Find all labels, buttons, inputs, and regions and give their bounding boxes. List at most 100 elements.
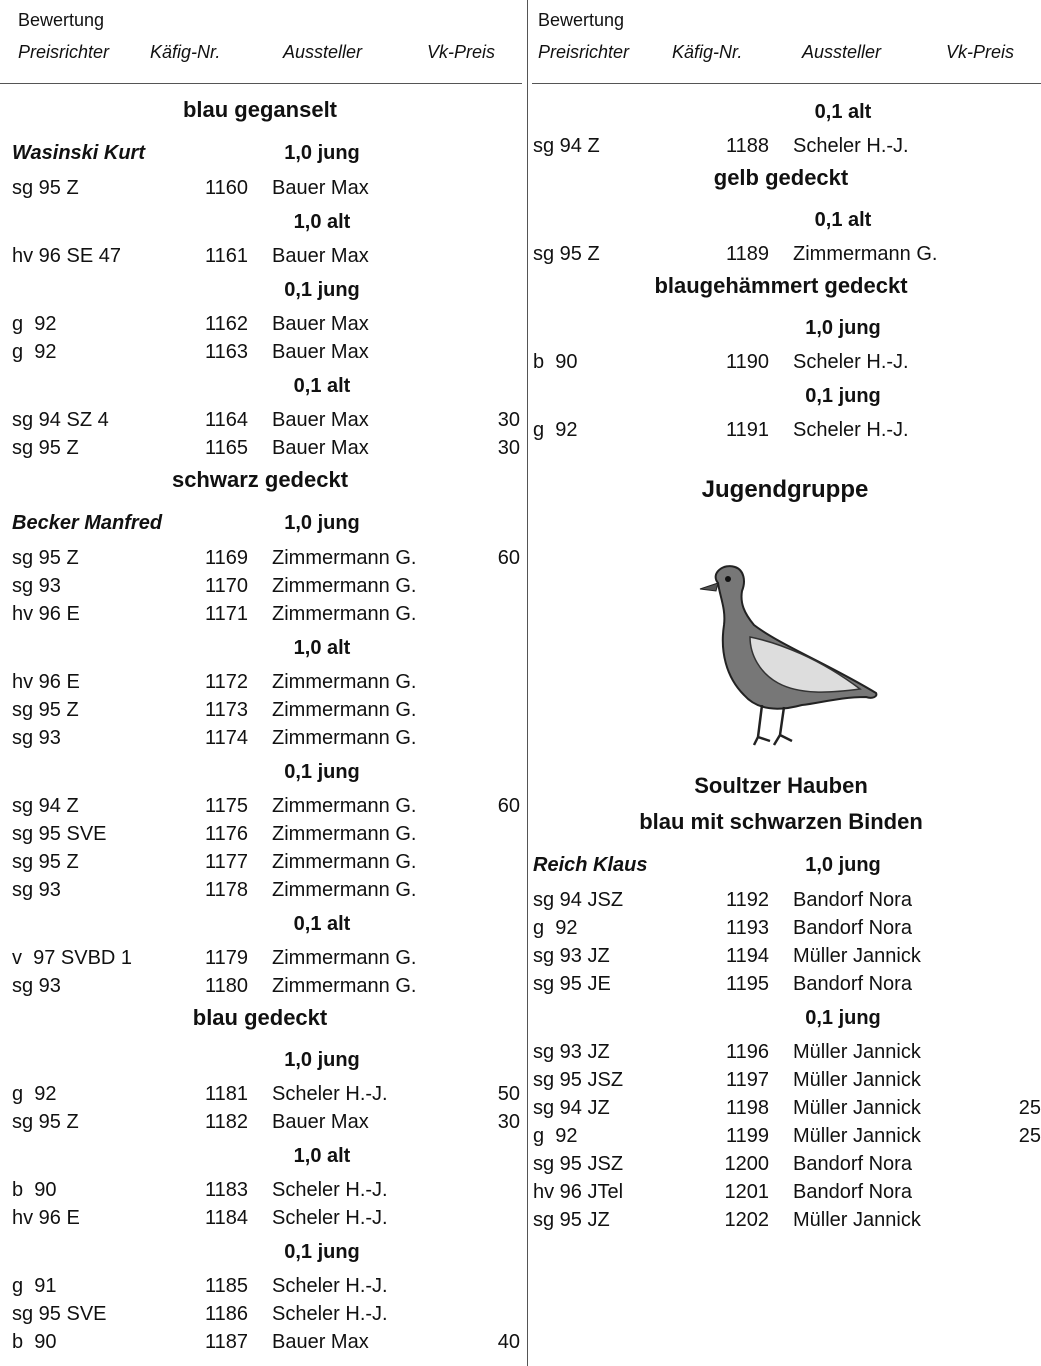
cage-number: 1201 <box>725 1178 770 1206</box>
class-label: 0,1 jung <box>793 998 893 1038</box>
section-heading: Soultzer Hauben <box>521 768 1041 804</box>
exhibitor: Müller Jannick <box>793 1122 921 1150</box>
class-label: 0,1 alt <box>793 200 893 240</box>
judge-row: Becker Manfred1,0 jung <box>0 502 520 544</box>
class-label: 1,0 alt <box>272 202 372 242</box>
section-heading: blaugehämmert gedeckt <box>521 268 1041 304</box>
class-heading: 1,0 jung <box>521 308 1041 348</box>
exhibitor: Scheler H.-J. <box>793 348 909 376</box>
rating: v 97 SVBD 1 <box>12 944 132 972</box>
entry-row: sg 95 JSZ 1200 Bandorf Nora <box>521 1150 1041 1178</box>
rating-label: Bewertung <box>538 10 624 31</box>
class-heading: 1,0 alt <box>0 202 520 242</box>
class-heading: 0,1 alt <box>0 904 520 944</box>
price: 60 <box>498 544 520 572</box>
rating: g 92 <box>533 914 577 942</box>
cage-number: 1173 <box>205 696 248 724</box>
exhibitor: Scheler H.-J. <box>272 1080 388 1108</box>
pigeon-illustration <box>680 555 890 755</box>
class-label: 0,1 alt <box>272 366 372 406</box>
cage-number: 1174 <box>205 724 248 752</box>
cage-number: 1165 <box>205 434 248 462</box>
header-rule <box>0 83 522 84</box>
cage-number: 1187 <box>205 1328 248 1356</box>
entry-row: hv 96 E1172Zimmermann G. <box>0 668 520 696</box>
rating: sg 95 JSZ <box>533 1150 623 1178</box>
column-label: Vk-Preis <box>427 42 495 63</box>
entry-row: sg 95 Z1182Bauer Max30 <box>0 1108 520 1136</box>
judge-name: Reich Klaus <box>533 844 647 886</box>
price: 60 <box>498 792 520 820</box>
cage-number: 1198 <box>726 1094 769 1122</box>
rating: sg 95 Z <box>12 174 79 202</box>
cage-number: 1184 <box>205 1204 248 1232</box>
rating: sg 93 <box>12 572 61 600</box>
exhibitor: Zimmermann G. <box>272 544 416 572</box>
entry-row: sg 95 SVE1186Scheler H.-J. <box>0 1300 520 1328</box>
rating: hv 96 SE 47 <box>12 242 121 270</box>
exhibitor: Bandorf Nora <box>793 914 912 942</box>
column-label: Preisrichter <box>538 42 629 63</box>
entry-row: sg 94 Z1188Scheler H.-J. <box>521 132 1041 160</box>
exhibitor: Scheler H.-J. <box>793 416 909 444</box>
cage-number: 1183 <box>205 1176 248 1204</box>
class-label: 0,1 jung <box>272 1232 372 1272</box>
rating: sg 95 JE <box>533 970 611 998</box>
cage-number: 1160 <box>205 174 248 202</box>
rating: g 92 <box>533 416 577 444</box>
cage-number: 1196 <box>726 1038 769 1066</box>
exhibitor: Zimmermann G. <box>272 724 416 752</box>
cage-number: 1199 <box>726 1122 769 1150</box>
exhibitor: Zimmermann G. <box>272 668 416 696</box>
exhibitor: Bandorf Nora <box>793 886 912 914</box>
judge-name: Wasinski Kurt <box>12 132 145 174</box>
entry-row: sg 95 Z1189Zimmermann G. <box>521 240 1041 268</box>
cage-number: 1200 <box>725 1150 770 1178</box>
rating: sg 94 JZ <box>533 1094 610 1122</box>
cage-number: 1195 <box>726 970 769 998</box>
cage-number: 1179 <box>205 944 248 972</box>
exhibitor: Müller Jannick <box>793 1094 921 1122</box>
header-rule <box>532 83 1041 84</box>
cage-number: 1176 <box>205 820 248 848</box>
exhibitor: Bauer Max <box>272 1108 369 1136</box>
exhibitor: Zimmermann G. <box>272 972 416 1000</box>
exhibitor: Bauer Max <box>272 174 369 202</box>
cage-number: 1192 <box>726 886 769 914</box>
exhibitor: Bauer Max <box>272 1328 369 1356</box>
class-heading: 0,1 jung <box>521 998 1041 1038</box>
cage-number: 1161 <box>205 242 248 270</box>
column-label: Aussteller <box>283 42 362 63</box>
cage-number: 1190 <box>726 348 769 376</box>
rating: b 90 <box>12 1328 56 1356</box>
rating: sg 93 <box>12 724 61 752</box>
entry-row: sg 93 1174 Zimmermann G. <box>0 724 520 752</box>
exhibitor: Zimmermann G. <box>272 792 416 820</box>
entry-row: g 921162Bauer Max <box>0 310 520 338</box>
class-label: 0,1 jung <box>272 270 372 310</box>
cage-number: 1193 <box>726 914 769 942</box>
entry-row: g 911185Scheler H.-J. <box>0 1272 520 1300</box>
exhibitor: Müller Jannick <box>793 1038 921 1066</box>
rating: sg 95 Z <box>12 696 79 724</box>
class-label: 0,1 jung <box>793 376 893 416</box>
class-label: 1,0 jung <box>272 132 372 174</box>
cage-number: 1164 <box>205 406 248 434</box>
exhibitor: Bandorf Nora <box>793 1150 912 1178</box>
exhibitor: Scheler H.-J. <box>272 1176 388 1204</box>
entry-row: g 921163Bauer Max <box>0 338 520 366</box>
rating-label: Bewertung <box>18 10 104 31</box>
rating: sg 94 Z <box>12 792 79 820</box>
price: 50 <box>498 1080 520 1108</box>
exhibitor: Zimmermann G. <box>272 876 416 904</box>
rating: sg 95 JSZ <box>533 1066 623 1094</box>
rating: sg 93 <box>12 972 61 1000</box>
